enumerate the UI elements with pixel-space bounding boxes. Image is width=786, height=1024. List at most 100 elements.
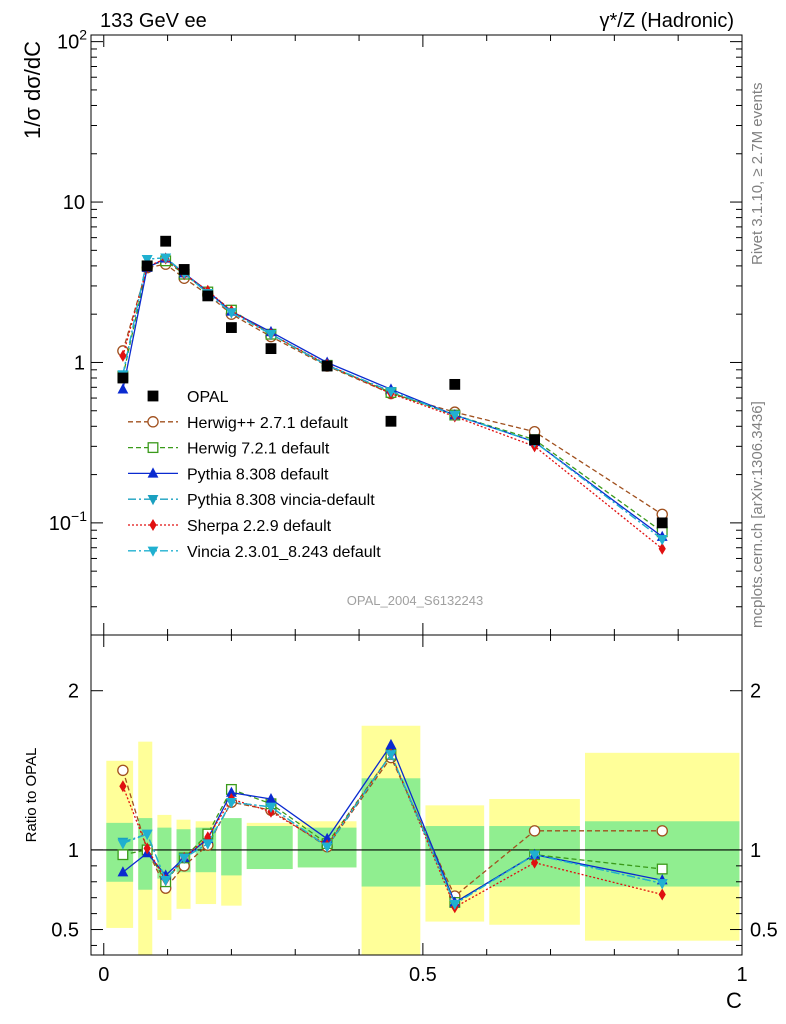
ratio-series-line	[122, 753, 663, 906]
ratio-series-point	[530, 856, 539, 869]
ratio-series-point	[117, 849, 129, 861]
main-series-point	[656, 535, 668, 546]
site-label: mcplots.cern.ch [arXiv:1306.3436]	[749, 401, 766, 628]
ratio-series-point	[385, 750, 397, 761]
legend-swatch-marker	[147, 442, 159, 454]
data-point	[265, 343, 277, 355]
x-tick-label: 0	[98, 964, 109, 986]
ratio-y-axis-label: Ratio to OPAL	[23, 748, 40, 843]
ratio-series-point	[117, 866, 129, 877]
ratio-series-point	[117, 764, 129, 777]
main-series-point	[385, 387, 397, 398]
data-point	[321, 360, 333, 372]
main-series-point	[141, 255, 153, 266]
legend-swatch-marker	[147, 467, 159, 478]
legend-swatch-marker	[147, 390, 159, 402]
ratio-series-point	[117, 839, 129, 850]
ratio-y-tick-label-right: 1	[750, 840, 761, 862]
data-point	[160, 235, 172, 247]
data-point	[529, 434, 540, 446]
ratio-series-point	[658, 888, 666, 901]
ratio-series-point	[529, 850, 540, 861]
legend-swatch-marker	[147, 416, 159, 428]
data-point	[226, 322, 237, 333]
ratio-y-tick-label: 1	[68, 840, 79, 862]
main-series-line	[122, 263, 663, 515]
ratio-series-point	[656, 879, 668, 890]
main-axes: 10−1 1 10 102	[49, 27, 743, 636]
main-series-point	[265, 330, 277, 341]
legend-item: Herwig 7.2.1 default	[128, 441, 330, 458]
legend-item: Vincia 2.3.01_8.243 default	[128, 544, 381, 561]
data-point	[202, 290, 214, 302]
ratio-series-point	[449, 899, 461, 911]
ratio-series-point	[226, 797, 237, 809]
band-inner	[157, 827, 172, 879]
data-series-opal	[117, 235, 668, 529]
y-tick-label: 102	[57, 27, 87, 54]
ratio-series-point	[385, 738, 397, 750]
main-y-axis-label: 1/σ dσ/dC	[20, 41, 45, 139]
legend-swatch-marker	[147, 546, 159, 557]
x-tick-label: 0.5	[409, 964, 437, 986]
y-tick-label: 10	[63, 192, 85, 214]
legend-item: Sherpa 2.2.9 default	[128, 518, 332, 535]
ratio-series-point	[528, 825, 541, 837]
y-tick-label: 1	[74, 352, 85, 374]
main-series-point	[658, 542, 666, 555]
band-inner	[246, 826, 293, 870]
main-plot-area	[117, 235, 668, 555]
legend-item: Pythia 8.308 vincia-default	[128, 492, 375, 509]
ratio-series-point	[141, 829, 153, 841]
ratio-series-line	[122, 753, 663, 909]
ratio-series-point	[265, 792, 277, 804]
ratio-series-5	[117, 750, 668, 911]
band-inner	[361, 778, 421, 887]
legend-swatch-marker	[149, 519, 157, 531]
data-point	[178, 264, 190, 275]
ratio-plot-area	[91, 738, 742, 914]
main-panel: OPAL_2004_S6132243 1/σ dσ/dC OPAL Herwig+…	[20, 27, 743, 636]
band-inner	[221, 818, 242, 876]
ratio-series-line	[122, 753, 663, 904]
ratio-series-point	[178, 853, 190, 864]
ratio-y-tick-label-right: 2	[750, 681, 761, 703]
main-series-point	[160, 253, 172, 264]
ratio-y-tick-label: 0.5	[51, 920, 79, 942]
ratio-panel: Ratio to OPAL C 0.5 0.51 12 20 0.5 1	[23, 634, 778, 1013]
legend-label: Pythia 8.308 vincia-default	[187, 492, 375, 509]
main-series-line	[122, 257, 663, 550]
data-point	[385, 415, 397, 427]
legend-label: Vincia 2.3.01_8.243 default	[187, 544, 381, 561]
paper-id-label: OPAL_2004_S6132243	[347, 593, 483, 608]
data-point	[141, 260, 153, 272]
legend-item: Pythia 8.308 default	[128, 466, 329, 483]
legend-label: OPAL	[187, 389, 229, 406]
legend-item: OPAL	[147, 389, 229, 406]
y-tick-label: 10−1	[49, 508, 87, 535]
ratio-frame	[90, 634, 743, 956]
data-point	[656, 517, 668, 529]
ratio-series-point	[265, 802, 277, 813]
data-point	[449, 378, 461, 390]
ratio-y-tick-label-right: 0.5	[750, 920, 778, 942]
x-axis-label: C	[726, 988, 742, 1013]
main-series-point	[119, 349, 127, 362]
legend-label: Sherpa 2.2.9 default	[187, 518, 332, 535]
ratio-series-point	[119, 780, 127, 793]
ratio-series-point	[143, 842, 151, 855]
main-series-point	[449, 410, 461, 422]
legend-label: Herwig++ 2.7.1 default	[187, 415, 349, 432]
ratio-series-point	[656, 825, 668, 837]
main-series-point	[117, 383, 129, 394]
main-series-point	[226, 308, 237, 319]
rivet-label: Rivet 3.1.10, ≥ 2.7M events	[749, 83, 766, 266]
ratio-y-tick-label: 2	[68, 681, 79, 703]
ratio-series-point	[226, 786, 237, 797]
ratio-series-point	[160, 875, 172, 887]
main-series-line	[122, 257, 663, 540]
energy-label: 133 GeV ee	[100, 10, 207, 32]
ratio-axes: 0.5 0.51 12 20 0.5 1	[51, 634, 778, 986]
x-tick-label: 1	[736, 964, 747, 986]
